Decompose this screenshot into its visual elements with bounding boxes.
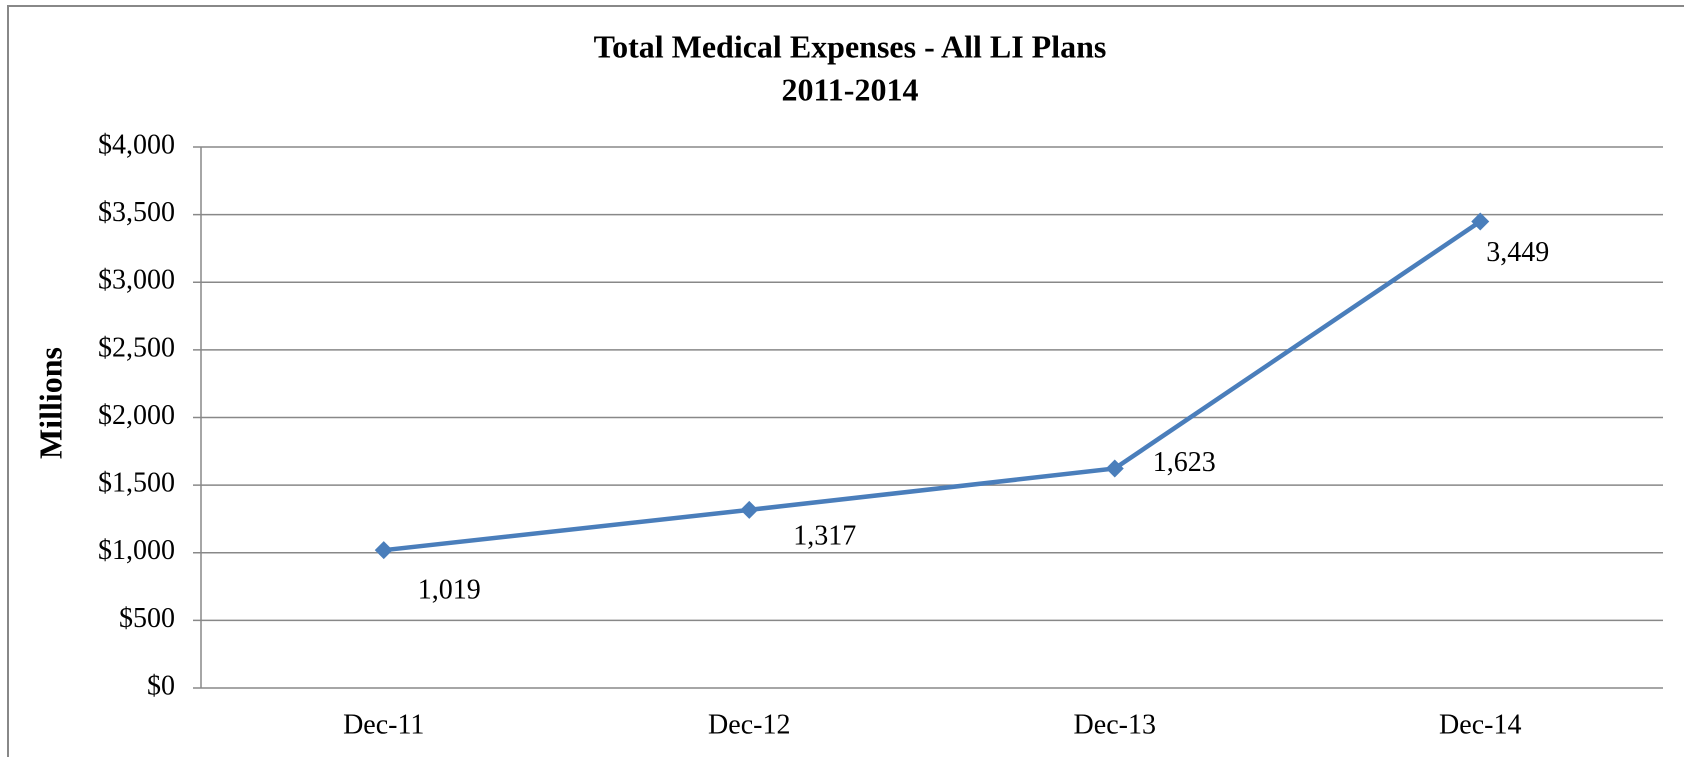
data-label: 1,623 <box>1153 447 1216 478</box>
chart-frame <box>7 5 1684 757</box>
data-line <box>383 219 1482 553</box>
y-tick-label: $0 <box>147 670 175 701</box>
data-label: 3,449 <box>1486 237 1549 268</box>
chart-title: Total Medical Expenses - All LI Plans <box>594 28 1107 64</box>
y-tick-label: $1,000 <box>98 535 175 566</box>
y-tick-label: $3,000 <box>98 265 175 296</box>
y-axis-label: Millions <box>32 347 68 459</box>
data-point <box>1105 459 1124 478</box>
y-tick-label: $2,500 <box>98 332 175 363</box>
x-tick-label: Dec-13 <box>1074 709 1156 740</box>
data-label: 1,019 <box>418 575 481 606</box>
y-tick-label: $2,000 <box>98 400 175 431</box>
y-tick-label: $1,500 <box>98 468 175 499</box>
data-point <box>374 541 393 560</box>
x-tick-label: Dec-14 <box>1439 709 1521 740</box>
y-tick-label: $4,000 <box>98 129 175 160</box>
y-tick-label: $500 <box>119 603 175 634</box>
chart-subtitle: 2011-2014 <box>782 71 919 107</box>
x-tick-label: Dec-11 <box>343 709 424 740</box>
data-label: 1,317 <box>793 520 856 551</box>
data-point <box>1471 212 1490 231</box>
data-point <box>740 500 759 519</box>
y-tick-label: $3,500 <box>98 197 175 228</box>
x-tick-label: Dec-12 <box>708 709 790 740</box>
